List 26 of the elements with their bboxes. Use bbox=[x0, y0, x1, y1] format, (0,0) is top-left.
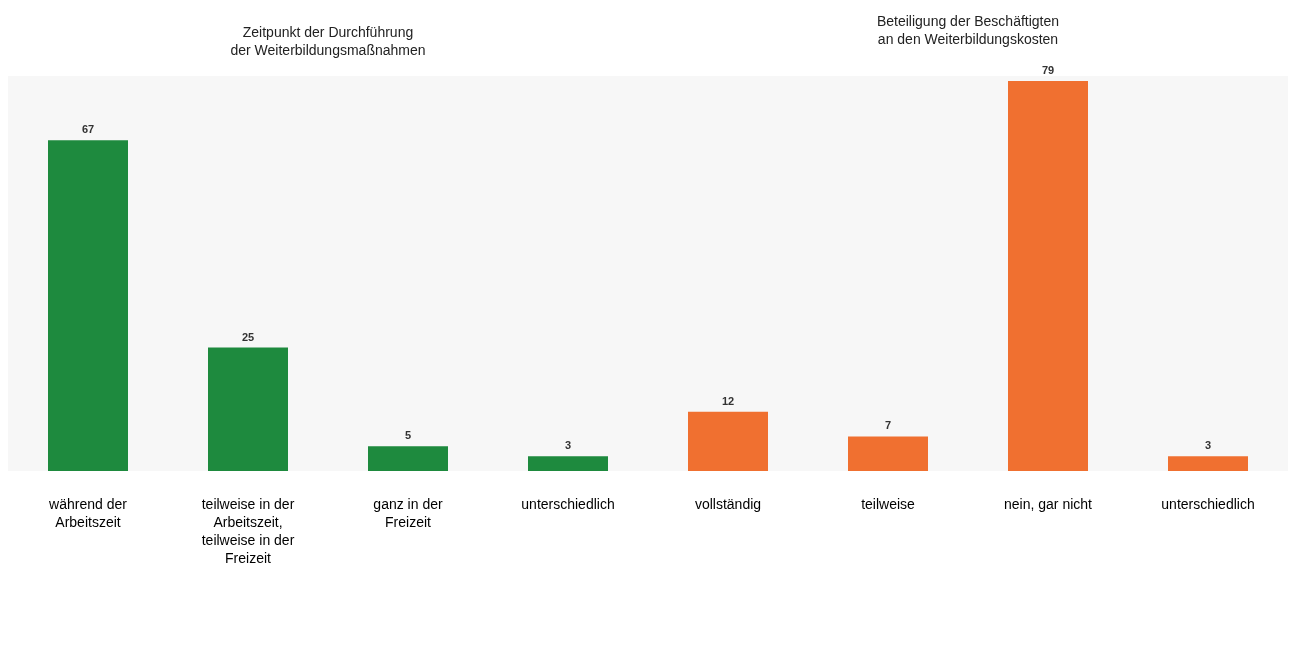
data-label: 67 bbox=[81, 123, 95, 136]
x-tick-label: nein, gar nicht bbox=[1004, 495, 1093, 512]
bar bbox=[688, 411, 768, 471]
data-label: 3 bbox=[1204, 439, 1212, 452]
x-tick-label: unterschiedlich bbox=[521, 495, 615, 512]
x-tick-label: vollständig bbox=[694, 495, 762, 512]
bar bbox=[368, 446, 448, 471]
bar bbox=[1008, 80, 1088, 471]
bar bbox=[1168, 456, 1248, 471]
x-tick-label: ganz in der Freizeit bbox=[373, 495, 443, 530]
data-label: 12 bbox=[721, 394, 735, 407]
x-tick-label: während der Arbeitszeit bbox=[48, 495, 128, 530]
data-label: 79 bbox=[1041, 63, 1055, 76]
bar bbox=[48, 140, 128, 471]
bar bbox=[528, 456, 608, 471]
data-label: 7 bbox=[884, 419, 892, 432]
x-tick-label: teilweise bbox=[861, 495, 916, 512]
x-tick-label: unterschiedlich bbox=[1161, 495, 1255, 512]
data-label: 25 bbox=[241, 330, 255, 343]
chart-title: Beteiligung der Beschäftigten an den Weiterbildungskosten bbox=[876, 12, 1060, 47]
bar bbox=[848, 436, 928, 471]
chart-title: Zeitpunkt der Durchführung der Weiterbildungsmaßnahmen bbox=[230, 24, 426, 58]
data-label: 5 bbox=[404, 429, 412, 442]
data-label: 3 bbox=[564, 439, 572, 452]
x-tick-label: teilweise in der Arbeitszeit, teilweise in der Freizeit bbox=[201, 495, 295, 566]
bar bbox=[208, 347, 288, 471]
